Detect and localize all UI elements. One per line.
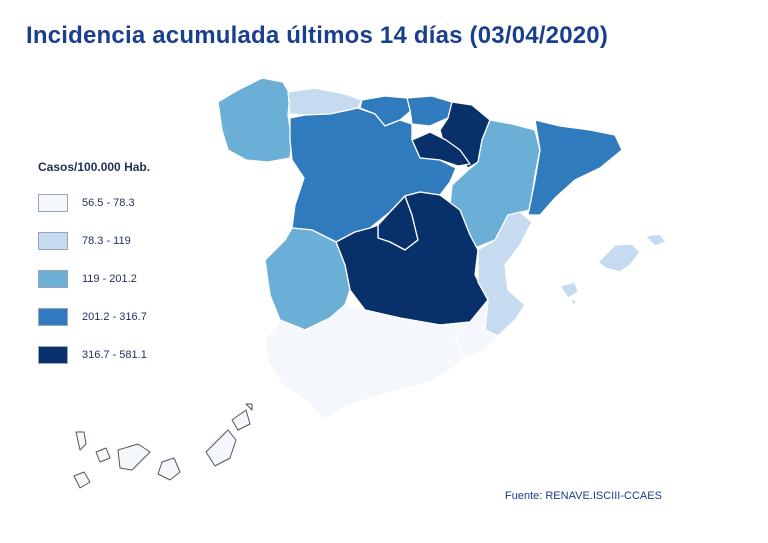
legend-swatch [38,346,68,364]
legend-label: 119 - 201.2 [82,273,137,285]
region-canarias[interactable] [73,403,253,489]
region-galicia[interactable] [217,77,293,163]
legend-label: 78.3 - 119 [82,235,131,247]
legend-label: 56.5 - 78.3 [82,197,135,209]
region-cataluna[interactable] [527,119,623,216]
legend-title: Casos/100.000 Hab. [38,160,151,174]
legend-item: 119 - 201.2 [38,270,258,288]
legend: Casos/100.000 Hab. 56.5 - 78.3 78.3 - 11… [38,160,258,384]
region-baleares[interactable] [559,233,667,307]
legend-swatch [38,270,68,288]
legend-item: 316.7 - 581.1 [38,346,258,364]
legend-item: 201.2 - 316.7 [38,308,258,326]
legend-swatch [38,232,68,250]
region-aragon[interactable] [449,119,541,249]
legend-item: 56.5 - 78.3 [38,194,258,212]
region-pais-vasco[interactable] [406,95,453,127]
region-comunidad-valenciana[interactable] [477,211,533,337]
region-andalucia[interactable] [264,304,471,421]
source-note: Fuente: RENAVE.ISCIII-CCAES [505,490,662,502]
map-title: Incidencia acumulada últimos 14 días (03… [26,22,609,49]
legend-swatch [38,194,68,212]
legend-swatch [38,308,68,326]
legend-label: 316.7 - 581.1 [82,349,147,361]
region-navarra[interactable] [439,101,491,169]
legend-item: 78.3 - 119 [38,232,258,250]
legend-label: 201.2 - 316.7 [82,311,147,323]
